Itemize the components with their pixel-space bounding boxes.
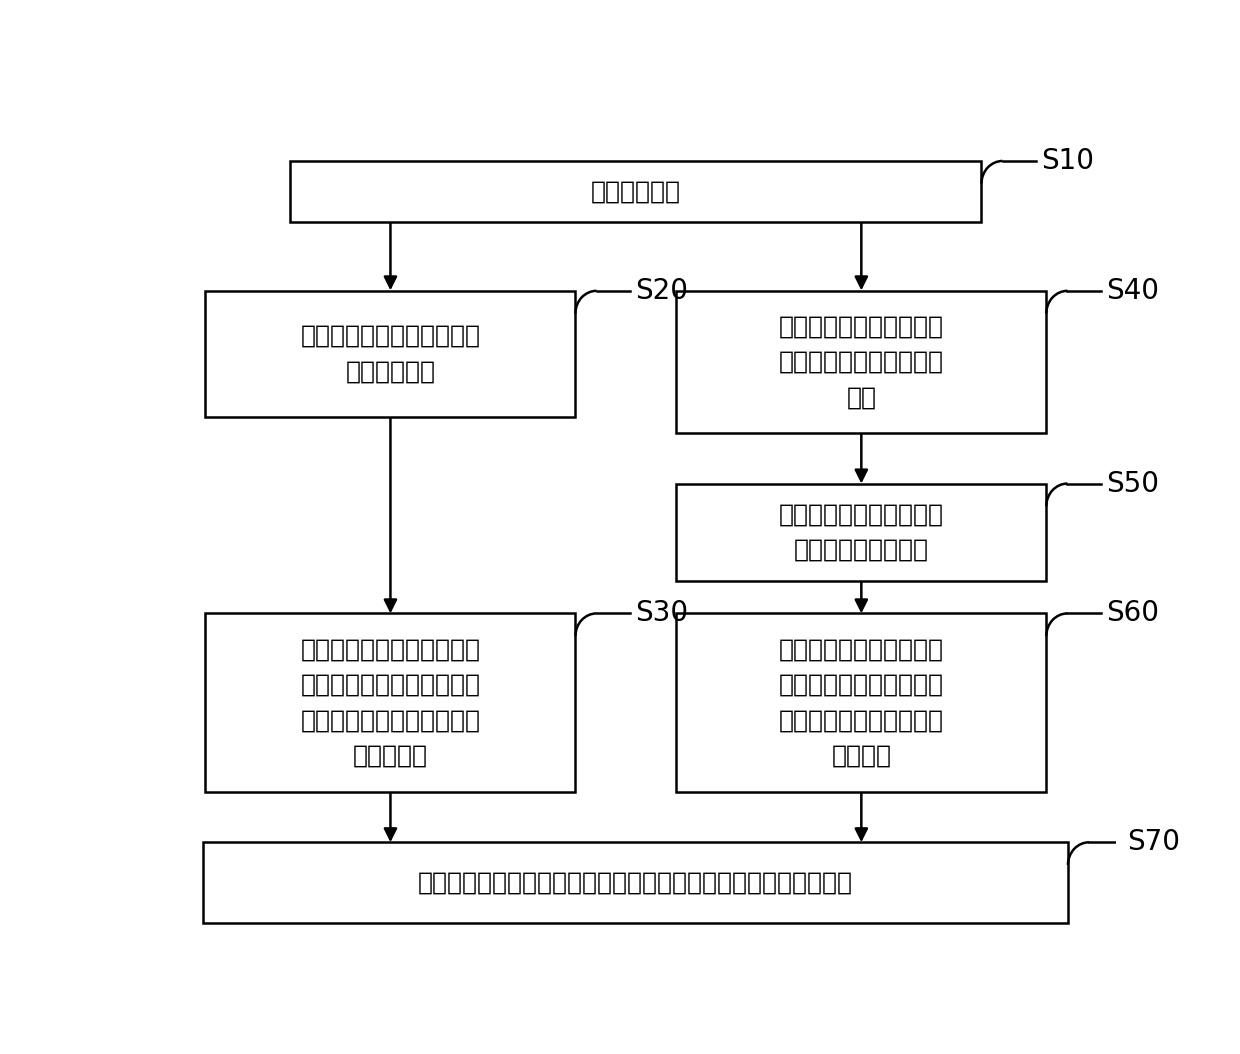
Text: S50: S50 [1106, 470, 1159, 497]
Bar [676, 291, 1047, 433]
Text: 对初始图像按照预设方式
进行放大处理，得到放大
图像: 对初始图像按照预设方式 进行放大处理，得到放大 图像 [779, 314, 944, 409]
Bar [676, 484, 1047, 581]
Text: S60: S60 [1106, 600, 1159, 627]
Bar [203, 842, 1068, 923]
Bar [676, 613, 1047, 792]
Text: S20: S20 [635, 277, 688, 305]
Text: 通过预设的特征金字塔网络
对初始图像中的目标进行识
别和框选定位处理，得到第
一预测结果: 通过预设的特征金字塔网络 对初始图像中的目标进行识 别和框选定位处理，得到第 一… [300, 638, 480, 767]
Text: 将初始图像输入到预设的特
征金字塔网络: 将初始图像输入到预设的特 征金字塔网络 [300, 324, 480, 384]
Text: S10: S10 [1042, 147, 1094, 175]
Text: S30: S30 [635, 600, 688, 627]
Bar [206, 613, 575, 792]
Text: 获取初始图像: 获取初始图像 [590, 179, 681, 203]
Text: S40: S40 [1106, 277, 1159, 305]
Text: S70: S70 [1127, 828, 1180, 856]
Bar [290, 161, 982, 221]
Text: 通过预设的小尺度目标检
测网络对放大图像进行特
征提取和分类，得到第二
预测结果: 通过预设的小尺度目标检 测网络对放大图像进行特 征提取和分类，得到第二 预测结果 [779, 638, 944, 767]
Bar [206, 291, 575, 416]
Text: 将放大图像输入到预设的
小尺度目标检测网络: 将放大图像输入到预设的 小尺度目标检测网络 [779, 503, 944, 562]
Text: 对第一预测结果和第二预测结果进行汇总分析，得到目标检测结果: 对第一预测结果和第二预测结果进行汇总分析，得到目标检测结果 [418, 871, 853, 895]
